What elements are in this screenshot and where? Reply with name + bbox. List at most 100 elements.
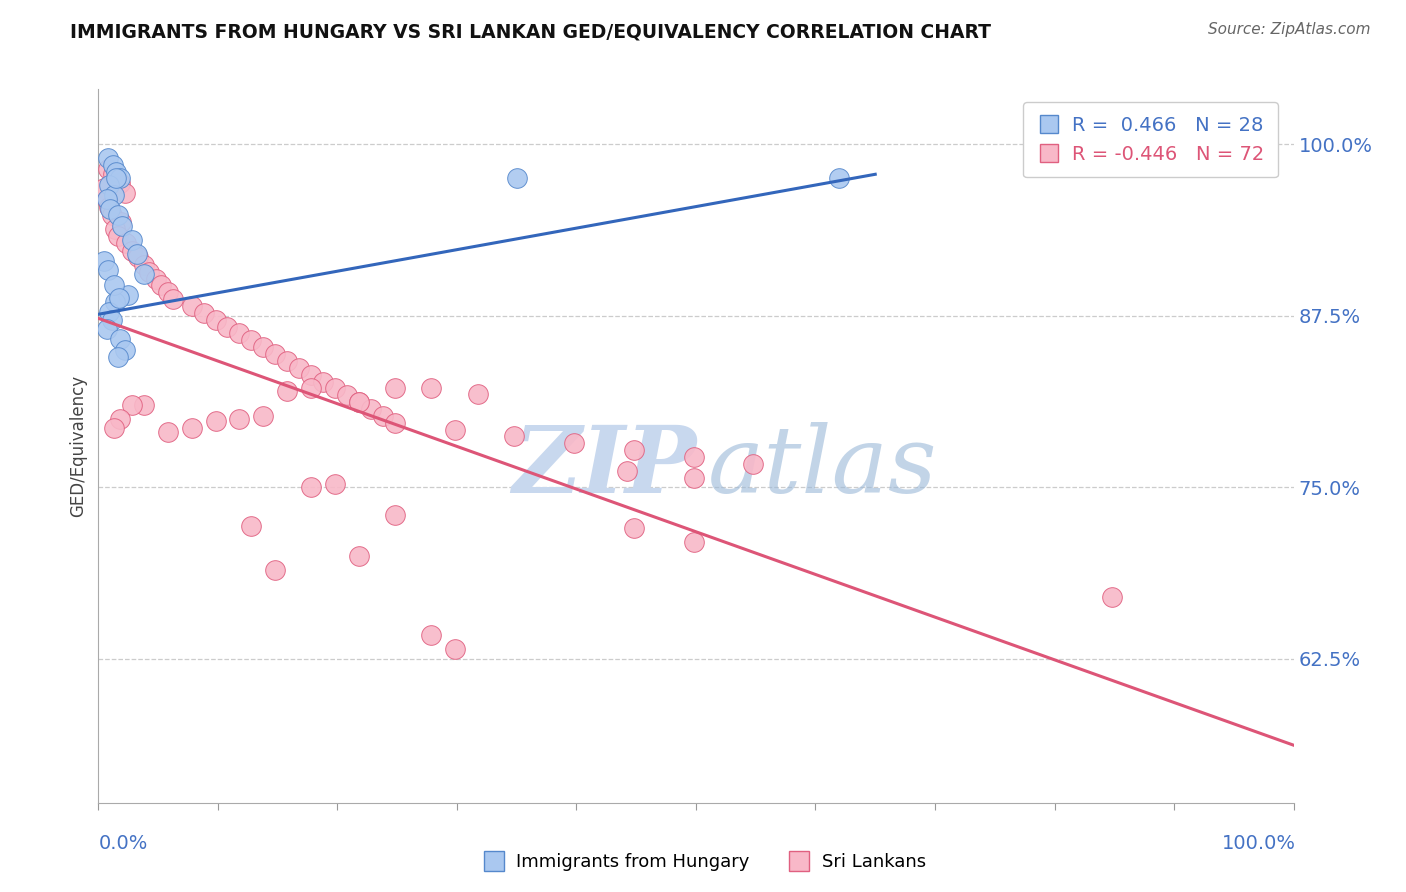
Point xyxy=(97,263,120,277)
Text: IMMIGRANTS FROM HUNGARY VS SRI LANKAN GED/EQUIVALENCY CORRELATION CHART: IMMIGRANTS FROM HUNGARY VS SRI LANKAN GE… xyxy=(70,22,991,41)
Point xyxy=(100,209,122,223)
Point xyxy=(97,161,120,176)
Text: ZIP: ZIP xyxy=(512,423,696,512)
Point xyxy=(98,202,122,216)
Point xyxy=(132,258,155,272)
Point xyxy=(288,360,311,375)
Point xyxy=(443,423,465,437)
Point xyxy=(360,401,382,416)
Point xyxy=(252,409,274,423)
Point xyxy=(180,421,202,435)
Point xyxy=(682,450,704,464)
Point xyxy=(299,480,322,494)
Point xyxy=(240,334,263,348)
Point xyxy=(96,192,118,206)
Point xyxy=(110,215,132,229)
Point xyxy=(156,425,179,440)
Point xyxy=(156,285,179,300)
Point xyxy=(682,535,704,549)
Point xyxy=(96,194,118,208)
Point xyxy=(103,187,125,202)
Text: 0.0%: 0.0% xyxy=(98,834,148,853)
Text: atlas: atlas xyxy=(709,423,938,512)
Point xyxy=(240,518,263,533)
Point xyxy=(98,200,121,214)
Point xyxy=(107,209,129,223)
Point xyxy=(562,436,585,450)
Point xyxy=(107,350,129,364)
Text: 100.0%: 100.0% xyxy=(1222,834,1296,853)
Point xyxy=(299,381,322,395)
Point xyxy=(121,233,143,247)
Point xyxy=(742,457,765,471)
Point xyxy=(1101,590,1123,604)
Point xyxy=(97,151,120,165)
Point xyxy=(101,158,124,172)
Legend: Immigrants from Hungary, Sri Lankans: Immigrants from Hungary, Sri Lankans xyxy=(472,847,934,879)
Point xyxy=(312,375,335,389)
Point xyxy=(828,171,851,186)
Point xyxy=(323,477,346,491)
Point xyxy=(108,176,131,190)
Point xyxy=(347,395,370,409)
Point xyxy=(117,288,139,302)
Point xyxy=(121,244,143,259)
Point xyxy=(443,642,465,657)
Point xyxy=(132,398,155,412)
Point xyxy=(103,421,125,435)
Point xyxy=(98,178,121,193)
Point xyxy=(180,299,202,313)
Point xyxy=(107,229,129,244)
Y-axis label: GED/Equivalency: GED/Equivalency xyxy=(69,375,87,517)
Point xyxy=(162,292,184,306)
Point xyxy=(419,628,441,642)
Point xyxy=(108,411,131,425)
Point xyxy=(299,368,322,382)
Point xyxy=(145,271,167,285)
Text: Source: ZipAtlas.com: Source: ZipAtlas.com xyxy=(1208,22,1371,37)
Legend: R =  0.466   N = 28, R = -0.446   N = 72: R = 0.466 N = 28, R = -0.446 N = 72 xyxy=(1024,103,1278,178)
Point xyxy=(101,167,124,181)
Point xyxy=(336,388,359,402)
Point xyxy=(616,464,638,478)
Point xyxy=(115,235,138,250)
Point xyxy=(96,322,118,336)
Point xyxy=(623,443,645,458)
Point xyxy=(93,253,115,268)
Point xyxy=(114,343,136,357)
Point xyxy=(107,291,129,305)
Point xyxy=(384,416,406,430)
Point xyxy=(276,384,298,398)
Point xyxy=(264,562,287,576)
Point xyxy=(108,332,131,346)
Point xyxy=(98,304,121,318)
Point xyxy=(623,521,645,535)
Point xyxy=(104,294,127,309)
Point xyxy=(105,164,128,178)
Point xyxy=(217,319,239,334)
Point xyxy=(121,398,143,412)
Point xyxy=(149,278,172,293)
Point xyxy=(204,414,226,428)
Point xyxy=(193,306,215,320)
Point xyxy=(682,470,704,484)
Point xyxy=(108,171,131,186)
Point xyxy=(104,222,127,236)
Point xyxy=(276,354,298,368)
Point xyxy=(111,219,134,234)
Point xyxy=(347,549,370,563)
Point xyxy=(467,387,489,401)
Point xyxy=(125,247,148,261)
Point xyxy=(347,395,370,409)
Point xyxy=(93,181,115,195)
Point xyxy=(100,312,122,326)
Point xyxy=(105,171,128,186)
Point xyxy=(132,268,155,282)
Point xyxy=(103,278,125,293)
Point xyxy=(371,409,394,423)
Point xyxy=(503,429,526,443)
Point xyxy=(384,381,406,395)
Point xyxy=(138,265,160,279)
Point xyxy=(323,381,346,395)
Point xyxy=(264,347,287,361)
